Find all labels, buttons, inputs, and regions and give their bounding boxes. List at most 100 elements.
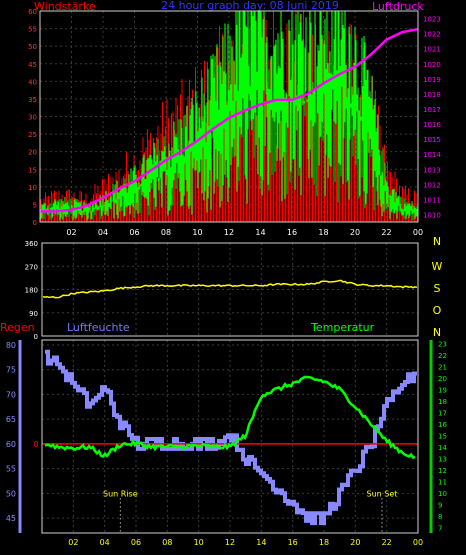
- x-tick-label: 16: [288, 538, 298, 547]
- y-right-tick-label: 1022: [423, 31, 441, 39]
- wind-direction-series: [42, 279, 418, 299]
- x-tick-label: 22: [382, 538, 392, 547]
- y-right-tick-label: 15: [438, 432, 447, 440]
- temperature-label: Temperatur: [310, 321, 375, 334]
- y-right-tick-label: 16: [438, 421, 447, 429]
- y-right-tick-label: 1023: [423, 16, 441, 24]
- y-left-tick-label: 0: [33, 219, 37, 227]
- x-tick-label: 00: [413, 538, 423, 547]
- plot-frame: [41, 339, 419, 534]
- x-tick-label: 10: [194, 538, 204, 547]
- y-right-tick-label: 1014: [423, 151, 441, 159]
- y-left-tick-label: 10: [28, 184, 37, 192]
- y-right-tick-label: 14: [438, 444, 447, 452]
- y-right-tick-label: 7: [438, 524, 442, 532]
- y-left-tick-label: 45: [6, 514, 16, 523]
- humidity-temperature-chart: Regen Luftfeuchte Temperatur 02 04 06 08 10 1…: [0, 321, 447, 547]
- sun-annotation: Sun Rise: [103, 489, 138, 498]
- y-right-tick-label: 1010: [423, 211, 441, 219]
- x-tick-label: 04: [98, 228, 108, 237]
- y-right-tick-label: 1013: [423, 166, 441, 174]
- y-right-tick-label: 20: [438, 375, 447, 383]
- y-right-tick-label: 12: [438, 467, 447, 475]
- y-right-tick-label: 1015: [423, 136, 441, 144]
- y-right-tick-label: 19: [438, 386, 447, 394]
- chart-title: 24 hour graph day: 08 Juni 2019: [161, 0, 339, 12]
- x-tick-label: 22: [381, 228, 391, 237]
- x-tick-label: 18: [319, 538, 329, 547]
- y-right-tick-label: 1020: [423, 61, 441, 69]
- y-right-tick-label: 1021: [423, 46, 441, 54]
- y-tick-label: 270: [25, 263, 38, 271]
- tick-labels: 02 04 06 08 10 12 14 16 18 20 22 004550556065707580…: [6, 340, 448, 547]
- y-right-tick-label: 9: [438, 501, 442, 509]
- x-tick-label: 16: [287, 228, 297, 237]
- grid: [42, 242, 419, 337]
- compass-label: S: [434, 282, 441, 295]
- wind-label: Windstärke: [34, 0, 96, 13]
- y-right-tick-label: 13: [438, 455, 447, 463]
- sun-annotation: Sun Set: [367, 489, 398, 498]
- compass-label: W: [432, 260, 443, 273]
- y-left-tick-label: 55: [6, 465, 16, 474]
- y-left-tick-label: 65: [6, 415, 16, 424]
- y-right-tick-label: 1016: [423, 121, 441, 129]
- y-left-tick-label: 25: [28, 131, 37, 139]
- y-right-tick-label: 18: [438, 398, 447, 406]
- humidity-series: [45, 349, 417, 526]
- y-right-tick-label: 17: [438, 409, 447, 417]
- x-tick-label: 18: [318, 228, 328, 237]
- y-left-tick-label: 40: [28, 78, 37, 86]
- y-right-tick-label: 1019: [423, 76, 441, 84]
- y-right-tick-label: 1017: [423, 106, 441, 114]
- x-tick-label: 20: [350, 228, 360, 237]
- y-right-tick-label: 8: [438, 513, 442, 521]
- y-right-tick-label: 10: [438, 490, 447, 498]
- pressure-series: [40, 27, 419, 213]
- x-tick-label: 08: [161, 228, 171, 237]
- y-left-tick-label: 20: [28, 149, 37, 157]
- wind-pressure-chart: Windstärke 24 hour graph day: 08 Juni 20…: [28, 0, 441, 237]
- x-tick-label: 12: [224, 228, 234, 237]
- series: [42, 349, 418, 526]
- y-right-tick-label: 1018: [423, 91, 441, 99]
- x-tick-label: 00: [413, 228, 423, 237]
- plot-frame: [39, 10, 419, 223]
- y-tick-label: 360: [25, 240, 38, 248]
- y-left-tick-label: 55: [28, 26, 37, 34]
- temperature-series: [44, 375, 416, 459]
- compass-label: N: [433, 326, 441, 339]
- x-tick-label: 06: [129, 228, 139, 237]
- y-right-tick-label: 1011: [423, 196, 441, 204]
- y-left-tick-label: 35: [28, 96, 37, 104]
- x-tick-label: 14: [255, 228, 265, 237]
- y-left-tick-label: 75: [6, 366, 16, 375]
- x-tick-label: 08: [162, 538, 172, 547]
- y-left-tick-label: 30: [28, 114, 37, 122]
- rain-zero-label: 0: [33, 440, 38, 449]
- y-left-tick-label: 5: [33, 201, 37, 209]
- y-right-tick-label: 11: [438, 478, 447, 486]
- humidity-label: Luftfeuchte: [67, 321, 130, 334]
- compass-label: O: [433, 304, 442, 317]
- y-left-tick-label: 70: [6, 390, 16, 399]
- rain-label: Regen: [0, 321, 35, 334]
- x-tick-label: 04: [100, 538, 110, 547]
- x-tick-label: 12: [225, 538, 235, 547]
- y-right-tick-label: 1012: [423, 181, 441, 189]
- plot-frame: [41, 242, 419, 337]
- compass-label: N: [433, 235, 441, 248]
- tick-labels: 02 04 06 08 10 12 14 16 18 20 22 000510152025303540…: [28, 8, 441, 237]
- pressure-label: Luftdruck: [372, 0, 424, 13]
- x-tick-label: 02: [66, 228, 76, 237]
- series: [40, 11, 419, 222]
- y-left-tick-label: 60: [28, 8, 37, 16]
- y-tick-label: 90: [29, 310, 38, 318]
- y-right-tick-label: 21: [438, 363, 447, 371]
- x-tick-label: 02: [68, 538, 78, 547]
- y-left-tick-label: 15: [28, 166, 37, 174]
- y-right-tick-label: 22: [438, 352, 447, 360]
